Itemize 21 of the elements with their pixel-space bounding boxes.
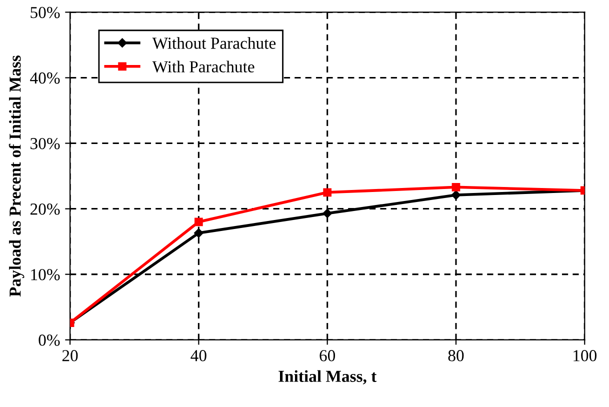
y-tick-label: 30% <box>30 138 60 150</box>
point <box>323 188 332 197</box>
point <box>322 208 332 218</box>
x-axis-title: Initial Mass, t <box>278 370 377 384</box>
legend-label: Without Parachute <box>152 37 276 49</box>
y-tick-label: 40% <box>30 72 60 84</box>
point <box>452 183 460 192</box>
point <box>451 190 461 200</box>
legend-label: With Parachute <box>152 60 254 73</box>
x-tick-label: 40 <box>190 350 206 362</box>
x-tick-label: 100 <box>574 350 597 362</box>
y-tick-label: 50% <box>30 6 60 18</box>
y-tick-label: 0% <box>38 334 60 346</box>
y-axis-title: Payload as Precent of Initial Mass <box>8 56 24 297</box>
x-tick-label: 20 <box>62 350 78 362</box>
point <box>194 218 203 226</box>
y-tick-label: 10% <box>31 269 60 280</box>
x-tick-label: 80 <box>448 350 464 362</box>
y-tick-label: 20% <box>30 203 60 215</box>
point <box>194 228 204 238</box>
x-tick-label: 60 <box>320 350 336 362</box>
